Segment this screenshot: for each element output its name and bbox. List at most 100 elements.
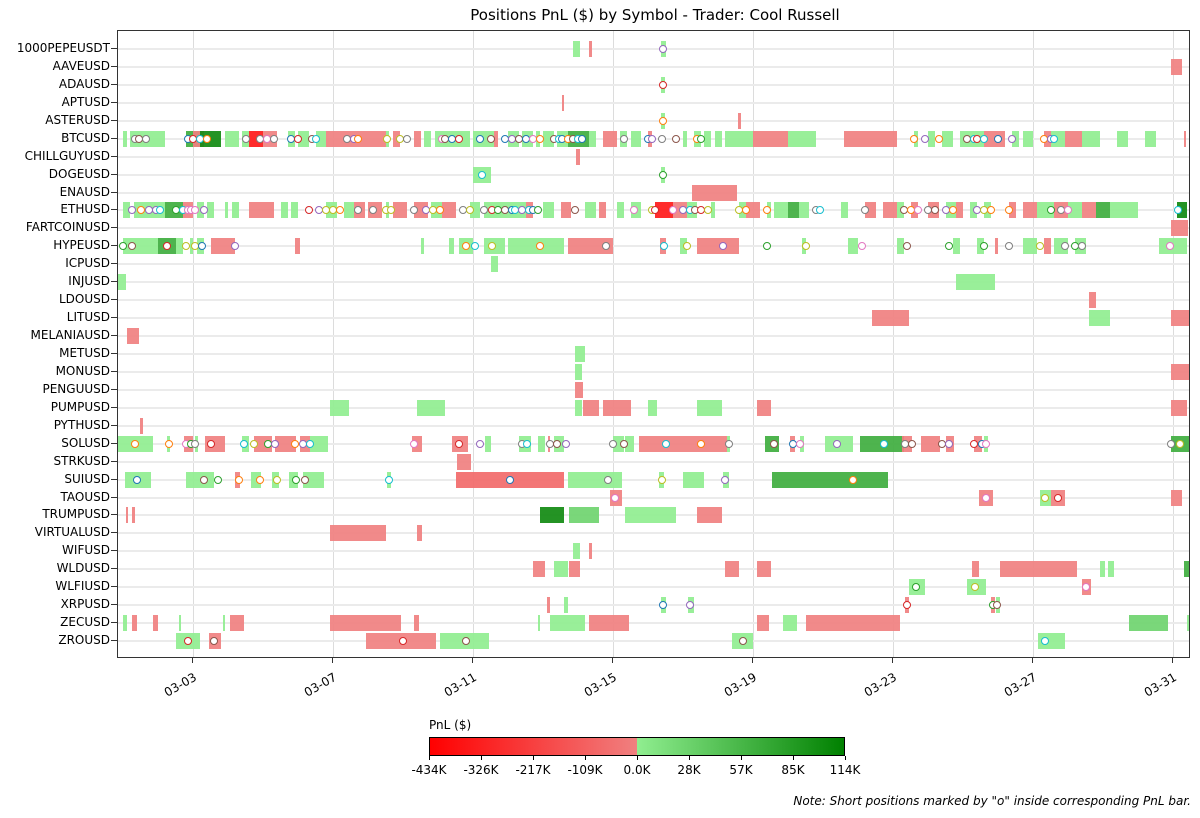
short-position-marker (234, 475, 243, 484)
pnl-bar (756, 615, 769, 632)
short-position-marker (911, 583, 920, 592)
x-tick-label: 03-31 (1141, 670, 1179, 700)
y-gridline (118, 532, 1189, 535)
short-position-marker (908, 439, 917, 448)
pnl-bar (310, 435, 328, 452)
pnl-bar (448, 238, 454, 255)
short-position-marker (199, 475, 208, 484)
y-gridline (118, 388, 1189, 391)
pnl-bar (774, 202, 788, 219)
short-position-marker (353, 134, 362, 143)
short-position-marker (609, 439, 617, 448)
short-position-marker (1004, 206, 1013, 215)
colorbar-tick-label: 57K (729, 763, 753, 777)
y-tick (111, 173, 117, 175)
pnl-bar (1022, 130, 1033, 147)
pnl-bar (711, 202, 715, 219)
short-position-marker (686, 601, 694, 610)
x-tick-label: 03-27 (1001, 670, 1039, 700)
y-tick-label: VIRTUALUSD (34, 525, 110, 540)
y-gridline (118, 48, 1189, 50)
pnl-bar (865, 202, 876, 219)
pnl-bar (210, 238, 235, 255)
y-tick-label: DOGEUSD (48, 166, 110, 181)
pnl-bar (123, 615, 128, 632)
y-tick-label: ENAUSD (59, 184, 110, 199)
pnl-bar (280, 202, 288, 219)
pnl-bar (921, 435, 941, 452)
short-position-marker (206, 439, 215, 448)
pnl-bar (417, 399, 445, 416)
short-position-marker (1078, 242, 1086, 251)
pnl-bar (746, 202, 760, 219)
short-position-marker (255, 475, 264, 484)
y-tick (111, 335, 117, 337)
pnl-bar (561, 94, 564, 111)
short-position-marker (696, 439, 705, 448)
colorbar-tick (793, 756, 794, 760)
pnl-bar (229, 615, 244, 632)
pnl-bar (725, 561, 739, 578)
short-position-marker (994, 134, 1002, 143)
short-position-marker (462, 637, 470, 646)
short-position-marker (796, 439, 805, 448)
pnl-bar (1170, 310, 1189, 327)
short-position-marker (290, 439, 299, 448)
short-position-marker (763, 242, 771, 251)
short-position-marker (311, 134, 320, 143)
colorbar-tick-label: 28K (677, 763, 701, 777)
y-gridline (118, 227, 1189, 230)
pnl-bar (999, 561, 1077, 578)
y-tick (111, 155, 117, 157)
y-tick (111, 48, 117, 49)
short-position-marker (336, 206, 344, 215)
y-tick (111, 83, 117, 85)
short-position-marker (630, 206, 638, 215)
y-tick (111, 245, 117, 247)
short-position-marker (763, 206, 771, 215)
pnl-bar (683, 471, 704, 488)
y-tick-label: LDOUSD (58, 292, 110, 307)
short-position-marker (1036, 242, 1044, 251)
colorbar-negative-gradient (430, 738, 637, 755)
colorbar-tick-label: -217K (515, 763, 551, 777)
y-gridline (118, 245, 1189, 248)
y-gridline (118, 496, 1189, 499)
pnl-bar (485, 435, 491, 452)
y-tick-label: BTCUSD (61, 130, 110, 145)
pnl-bar (1064, 130, 1082, 147)
short-position-marker (651, 206, 659, 215)
x-tick (332, 658, 333, 663)
pnl-bar (574, 345, 585, 362)
y-tick (111, 299, 117, 301)
short-position-marker (971, 583, 980, 592)
y-tick-label: INJUSD (68, 274, 110, 289)
short-position-marker (385, 475, 393, 484)
pnl-bar (805, 615, 900, 632)
y-tick-label: ZROUSD (58, 633, 110, 648)
pnl-bar (756, 561, 771, 578)
pnl-bar (1170, 58, 1183, 75)
short-position-marker (880, 439, 889, 448)
pnl-bar (224, 130, 239, 147)
short-position-marker (570, 206, 579, 215)
pnl-bar (613, 435, 624, 452)
y-tick-label: TRUMPUSD (42, 507, 110, 522)
short-position-marker (719, 242, 728, 251)
colorbar-tick (845, 756, 846, 760)
short-position-marker (231, 242, 239, 251)
short-position-marker (661, 439, 670, 448)
pnl-bar (298, 130, 309, 147)
y-tick-label: ZECUSD (60, 615, 110, 630)
pnl-bar (844, 130, 897, 147)
pnl-bar (625, 507, 676, 524)
short-position-marker (801, 242, 810, 251)
y-gridline (118, 604, 1189, 607)
y-tick (111, 460, 117, 462)
pnl-bar (952, 238, 960, 255)
pnl-bar (1022, 238, 1037, 255)
x-tick (1032, 658, 1033, 663)
short-position-marker (402, 134, 411, 143)
y-gridline (118, 281, 1189, 284)
y-tick-label: SUIUSD (64, 471, 110, 486)
